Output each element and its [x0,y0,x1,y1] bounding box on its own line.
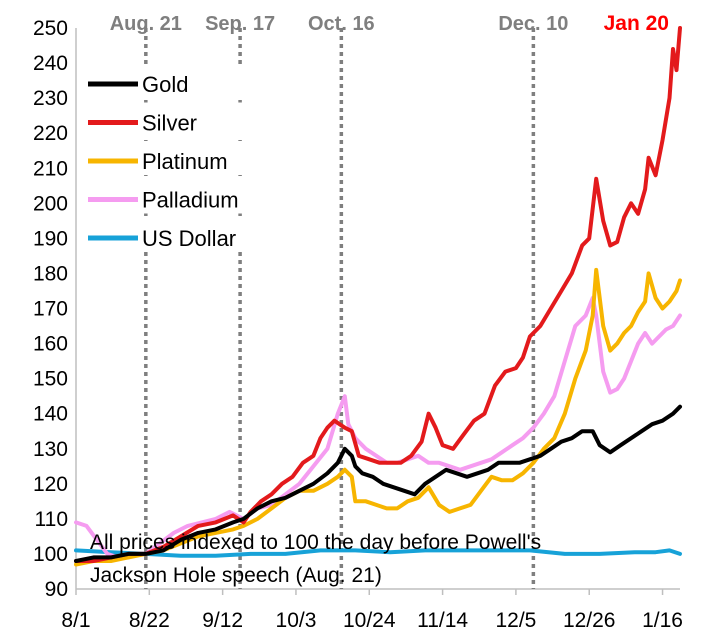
x-tick-label: 9/12 [202,609,243,632]
y-tick-label: 150 [33,368,68,391]
event-label: Oct. 16 [308,13,375,35]
y-tick-label: 90 [45,578,68,601]
series-line-gold [74,404,682,563]
legend-label: Platinum [142,149,228,174]
y-tick-label: 230 [33,87,68,110]
event-label: Dec. 10 [498,13,568,35]
y-tick-label: 200 [33,192,68,215]
legend-label: Silver [142,111,197,136]
series-line-platinum [74,267,682,567]
series-lines [74,26,682,567]
y-tick-label: 210 [33,157,68,180]
end-date-label: Jan 20 [604,12,669,35]
series-line-us-dollar [74,548,682,558]
legend-backdrop [82,218,257,252]
legend-label: US Dollar [142,226,236,251]
y-axis-ticks: 90 100 110 120 130 140 150 160 170 180 190 200 210 22… [33,17,68,601]
legend-backdrop [82,64,257,98]
legend-backdrop [82,179,257,214]
y-tick-label: 110 [35,508,68,531]
y-tick-label: 250 [33,17,68,40]
index-note-line-2: Jackson Hole speech (Aug. 21) [90,564,382,587]
x-tick-label: 8/1 [61,609,90,632]
y-tick-label: 160 [33,333,68,356]
event-label: Aug. 21 [110,13,182,35]
axes: 90 100 110 120 130 140 150 160 170 180 190 200 210 22… [33,17,683,632]
legend-label: Gold [142,72,188,97]
x-tick-label: 12/5 [495,609,536,632]
event-markers: Aug. 21 Sep. 17 Oct. 16 Dec. 10 [110,13,568,589]
y-tick-label: 100 [33,543,68,566]
y-tick-label: 140 [33,403,68,426]
y-tick-label: 170 [33,298,68,321]
index-note-line-1: All prices indexed to 100 the day before… [90,531,541,554]
y-tick-label: 180 [33,262,68,285]
x-tick-label: 12/26 [563,609,616,632]
x-tick-label: 10/24 [343,609,396,632]
legend-label: Palladium [142,188,239,213]
y-tick-label: 240 [33,52,68,75]
y-tick-label: 130 [33,438,68,461]
x-tick-label: 1/16 [642,609,683,632]
event-label: Sep. 17 [205,13,275,35]
y-tick-label: 190 [33,227,68,250]
legend-backdrop [82,102,257,137]
x-tick-label: 8/22 [129,609,170,632]
legend-backdrop [82,141,257,175]
x-tick-label: 10/3 [276,609,317,632]
legend: Gold Silver Platinum Palladium US Dollar [82,64,257,252]
x-axis-ticks: 8/1 8/22 9/12 10/3 10/24 11/14 12/5 12/26 1/16 [61,589,683,632]
series-line-palladium [74,296,682,560]
y-tick-label: 220 [33,122,68,145]
y-tick-label: 120 [33,473,68,496]
index-note: All prices indexed to 100 the day before… [90,531,541,587]
x-tick-label: 11/14 [417,609,468,632]
